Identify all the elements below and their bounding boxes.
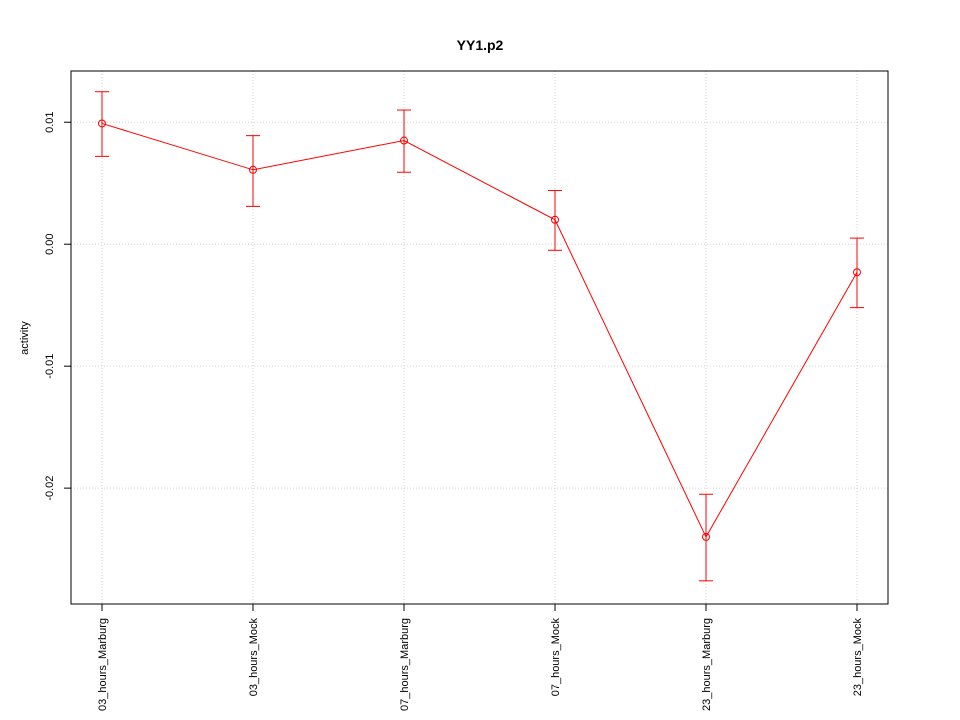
x-tick-label: 23_hours_Marburg [701,618,713,711]
y-tick-label: -0.02 [44,476,56,501]
series-line [101,122,858,538]
data-point [249,165,257,174]
data-point [400,136,408,145]
series-layer [95,91,864,582]
chart-title: YY1.p2 [457,37,504,53]
y-tick-label: 0.01 [44,112,56,133]
y-axis-label: activity [19,321,31,355]
x-tick-label: 03_hours_Mock [248,618,260,697]
data-point [853,268,861,277]
data-point [98,119,106,128]
x-tick-label: 23_hours_Mock [852,618,864,697]
x-tick-label: 07_hours_Mock [550,618,562,697]
gridlines [71,71,888,604]
plot-frame [70,70,889,605]
x-tick-label: 07_hours_Marburg [399,618,411,711]
data-point [551,215,559,224]
x-tick-label: 03_hours_Marburg [97,618,109,711]
y-axis: -0.02 -0.01 0.00 0.01 [44,112,71,501]
y-tick-label: 0.00 [44,233,56,254]
x-axis: 03_hours_Marburg 03_hours_Mock 07_hours_Ma… [97,604,864,711]
data-point [702,532,710,541]
y-tick-label: -0.01 [44,354,56,379]
